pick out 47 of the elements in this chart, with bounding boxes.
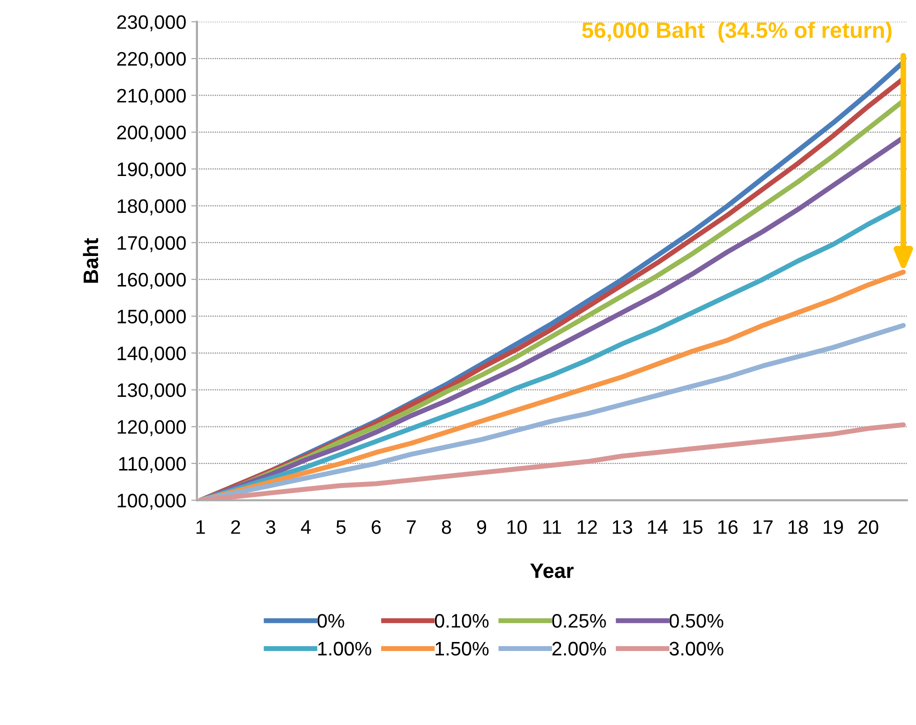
x-tick-label: 19 [824, 520, 843, 534]
x-tick-label: 12 [578, 520, 597, 534]
x-tick-label: 8 [442, 520, 452, 534]
y-tick-label: 130,000 [118, 383, 186, 400]
y-tick-label: 200,000 [117, 126, 186, 142]
x-tick-label: 1 [196, 520, 205, 534]
x-tick-label: 15 [683, 520, 702, 534]
legend-label: 0% [318, 614, 344, 628]
x-tick-label: 20 [858, 520, 878, 534]
y-tick-label: 210,000 [117, 88, 186, 105]
x-tick-label: 9 [477, 520, 486, 534]
y-tick-label: 180,000 [118, 199, 186, 216]
x-tick-label: 2 [231, 520, 240, 534]
x-tick-label: 17 [753, 520, 773, 534]
y-tick-label: 140,000 [118, 346, 186, 363]
x-tick-label: 18 [788, 520, 808, 534]
x-tick-label: 7 [406, 520, 416, 534]
x-tick-label: 3 [266, 520, 276, 534]
legend-label: 2.00% [552, 642, 606, 656]
legend-label: 3.00% [670, 642, 724, 656]
legend-label: 0.10% [434, 614, 489, 628]
x-tick-label: 4 [300, 520, 311, 534]
y-tick-label: 100,000 [118, 494, 186, 510]
legend-label: 1.00% [318, 642, 372, 656]
legend-label: 0.25% [552, 614, 606, 628]
line-series [198, 422, 906, 500]
y-tick-label: 160,000 [118, 272, 186, 289]
y-tick-label: 110,000 [119, 456, 186, 473]
line-series [198, 322, 906, 500]
x-tick-label: 13 [612, 520, 632, 534]
x-tick-label: 6 [372, 520, 381, 534]
y-tick-label: 170,000 [118, 236, 186, 252]
x-tick-label: 14 [648, 520, 668, 534]
x-tick-label: 5 [336, 520, 346, 534]
y-tick-label: 220,000 [117, 52, 186, 68]
y-tick-label: 120,000 [118, 420, 186, 436]
legend-label: 1.50% [436, 642, 489, 656]
y-tick-label: 230,000 [117, 15, 186, 32]
annotation: 56,000 Baht (34.5% of return) [582, 22, 892, 42]
y-tick-label: 190,000 [118, 162, 186, 179]
legend-label: 0.50% [670, 614, 724, 628]
x-tick-label: 11 [543, 520, 562, 534]
x-tick-label: 10 [507, 520, 527, 534]
x-axis-title: Year [530, 564, 574, 578]
y-tick-label: 150,000 [118, 310, 186, 326]
y-axis-title: Baht [82, 238, 98, 283]
x-tick-label: 16 [718, 520, 738, 534]
